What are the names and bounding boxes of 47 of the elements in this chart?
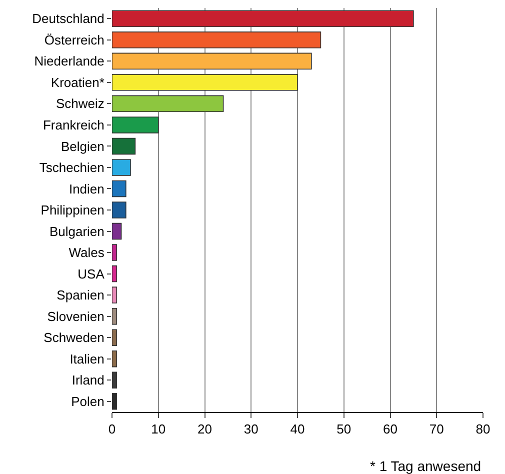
x-tick-label: 50 <box>336 422 352 437</box>
y-tick-label: Spanien <box>56 288 104 303</box>
bar <box>112 202 126 218</box>
bar <box>112 180 126 198</box>
bar <box>112 159 131 176</box>
y-tick-label: Schweden <box>44 330 104 346</box>
bar <box>112 74 298 91</box>
y-tick-label: Schweiz <box>56 96 104 112</box>
x-tick-label: 40 <box>290 422 305 437</box>
x-tick-label: 70 <box>429 422 444 437</box>
bar <box>112 392 118 410</box>
y-tick-label: Wales <box>68 245 105 260</box>
y-tick-label: Belgien <box>61 138 104 154</box>
y-tick-label: USA <box>78 266 105 282</box>
bar <box>112 222 122 240</box>
y-tick-label: Irland <box>72 372 104 388</box>
x-tick-label: 20 <box>198 422 212 437</box>
x-tick-label: 80 <box>476 422 490 437</box>
bar <box>112 95 224 112</box>
bar <box>112 308 118 325</box>
x-tick-label: 10 <box>151 422 166 437</box>
bar <box>112 350 118 368</box>
y-tick-label: Deutschland <box>32 11 104 26</box>
x-tick-label: 0 <box>108 422 116 437</box>
bar <box>112 116 159 134</box>
bar <box>112 138 136 155</box>
bar <box>112 265 118 282</box>
bar <box>112 329 118 346</box>
y-tick-label: Kroatien* <box>50 74 104 90</box>
y-tick-label: Tschechien <box>39 160 104 176</box>
bar <box>112 244 118 261</box>
y-tick-label: Polen <box>71 394 104 409</box>
y-tick-label: Indien <box>68 181 104 196</box>
text: * 1 Tag anwesend <box>370 458 482 474</box>
y-tick-label: Österreich <box>44 32 104 48</box>
bar <box>112 286 118 304</box>
y-tick-label: Bulgarien <box>49 224 104 239</box>
x-tick-label: 60 <box>383 422 398 437</box>
y-tick-label: Frankreich <box>42 118 104 132</box>
bar <box>112 10 414 28</box>
bar <box>112 52 312 70</box>
x-tick-label: 30 <box>244 422 258 437</box>
y-tick-label: Italien <box>70 351 104 366</box>
y-tick-label: Slovenien <box>47 308 104 324</box>
y-tick-label: Philippinen <box>40 202 104 218</box>
bar <box>112 32 322 48</box>
y-tick-label: Niederlande <box>34 54 104 69</box>
